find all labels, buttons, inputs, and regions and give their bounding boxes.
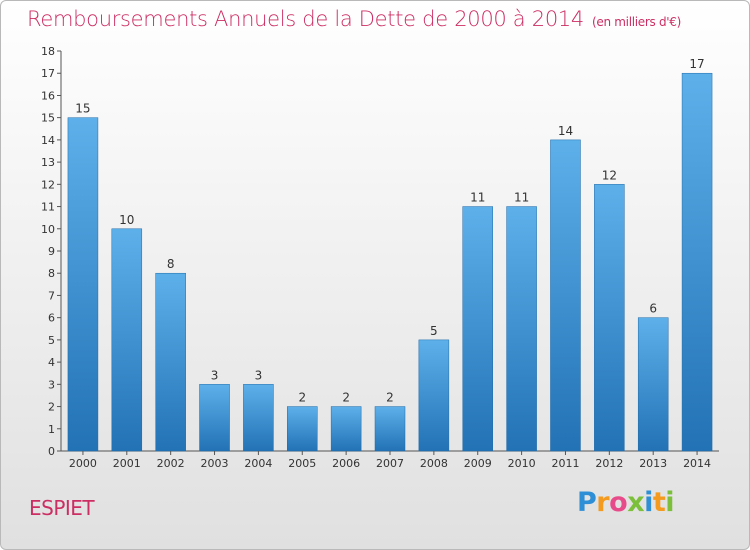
x-tick-label: 2001 [113, 457, 141, 470]
bar-value-label: 5 [430, 324, 438, 338]
bar-value-label: 3 [211, 368, 219, 382]
logo-letter: i [644, 487, 653, 518]
bar-value-label: 12 [602, 168, 617, 182]
bar-value-label: 3 [255, 368, 263, 382]
title-unit: (en milliers d'€) [592, 15, 682, 29]
x-tick-label: 2013 [639, 457, 667, 470]
y-tick-label: 10 [41, 223, 55, 236]
x-tick-label: 2003 [201, 457, 229, 470]
logo-letter: o [609, 487, 628, 518]
commune-name: ESPIET [29, 496, 95, 520]
bar-value-label: 10 [119, 213, 134, 227]
x-tick-label: 2008 [420, 457, 448, 470]
proxiti-logo: Proxiti [577, 487, 675, 518]
y-tick-label: 9 [48, 245, 55, 258]
x-tick-label: 2009 [464, 457, 492, 470]
x-tick-label: 2010 [508, 457, 536, 470]
y-tick-label: 2 [48, 401, 55, 414]
y-tick-label: 4 [48, 356, 55, 369]
x-tick-label: 2012 [595, 457, 623, 470]
bar [155, 272, 186, 452]
bar [506, 206, 537, 452]
y-tick-label: 8 [48, 267, 55, 280]
y-tick-label: 16 [41, 89, 55, 102]
y-tick-label: 11 [41, 201, 55, 214]
x-tick-label: 2000 [69, 457, 97, 470]
y-tick-label: 12 [41, 178, 55, 191]
logo-letter: i [665, 487, 675, 518]
bar-value-label: 6 [649, 302, 657, 316]
bar-value-label: 11 [470, 191, 485, 205]
bar [330, 406, 362, 452]
bar [594, 184, 625, 452]
bar-value-label: 17 [689, 57, 704, 71]
bar [374, 406, 406, 452]
y-tick-label: 3 [48, 378, 55, 391]
bar [287, 406, 318, 452]
bar [462, 206, 493, 452]
x-tick-label: 2002 [157, 457, 185, 470]
bar [67, 117, 99, 452]
y-tick-label: 18 [41, 45, 55, 58]
y-tick-label: 5 [48, 334, 55, 347]
bar-value-label: 8 [167, 257, 175, 271]
logo-letter: x [627, 487, 645, 518]
bar-value-label: 2 [298, 391, 306, 405]
y-tick-label: 14 [41, 134, 55, 147]
bar [550, 139, 581, 452]
y-tick-label: 0 [48, 445, 55, 458]
bar-value-label: 11 [514, 191, 529, 205]
y-tick-label: 1 [48, 423, 55, 436]
x-tick-label: 2005 [288, 457, 316, 470]
bar [418, 339, 450, 452]
y-tick-label: 17 [41, 67, 55, 80]
bar-value-label: 15 [75, 102, 90, 116]
bar [637, 317, 669, 452]
bar [243, 384, 274, 452]
bar-value-label: 2 [342, 391, 350, 405]
title-main: Remboursements Annuels de la Dette de 20… [27, 7, 584, 31]
x-tick-label: 2007 [376, 457, 404, 470]
y-tick-label: 7 [48, 289, 55, 302]
x-tick-label: 2014 [683, 457, 711, 470]
bar-value-label: 2 [386, 391, 394, 405]
y-tick-label: 6 [48, 312, 55, 325]
x-tick-label: 2006 [332, 457, 360, 470]
y-tick-label: 15 [41, 112, 55, 125]
bar-value-label: 14 [558, 124, 573, 138]
bar [199, 384, 230, 452]
bar [111, 228, 143, 452]
logo-letter: t [652, 487, 666, 518]
logo-letter: r [596, 487, 610, 518]
bar [681, 72, 713, 452]
y-tick-label: 13 [41, 156, 55, 169]
chart-title: Remboursements Annuels de la Dette de 20… [27, 7, 681, 31]
x-tick-label: 2011 [551, 457, 579, 470]
x-tick-label: 2004 [244, 457, 272, 470]
logo-letter: P [577, 487, 597, 518]
